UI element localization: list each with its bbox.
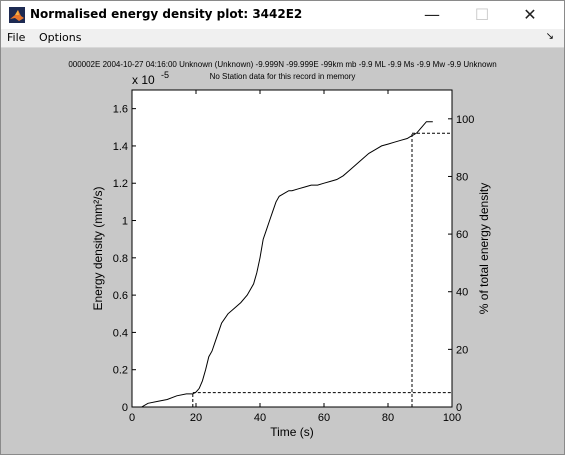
energy-density-chart: 0 20 40 60 80 100 0 0.2 0.4 0.6 0.8 1 1.2 1.4 1.6 0 20… [91,70,491,439]
y-axis-label: Energy density (mm²/s) [91,186,105,310]
y-tick-label: 0 [122,402,128,414]
menu-bar: File Options ↘ [1,29,564,48]
event-info-line: 000002E 2004-10-27 04:16:00 Unknown (Unk… [68,60,497,69]
y-right-tick-label: 80 [456,171,468,183]
y-tick-label: 1 [122,216,128,228]
x-tick-label: 40 [254,412,266,424]
y-exponent-label: x 10 [132,73,155,87]
x-tick-label: 60 [318,412,330,424]
y-exponent-power: -5 [161,70,169,80]
x-tick-label: 20 [190,412,202,424]
figure-window: Normalised energy density plot: 3442E2 —… [0,0,565,455]
close-button[interactable]: ✕ [523,5,537,24]
title-bar[interactable]: Normalised energy density plot: 3442E2 —… [1,1,564,29]
window-title: Normalised energy density plot: 3442E2 [30,7,303,21]
x-tick-label: 80 [382,412,394,424]
y-tick-label: 0.2 [113,365,128,377]
x-axis-label: Time (s) [270,425,314,439]
x-tick-label: 0 [129,412,135,424]
y-axis-right-label: % of total energy density [477,183,491,314]
y-right-tick-label: 60 [456,229,468,241]
y-right-tick-label: 40 [456,287,468,299]
y-tick-label: 0.8 [113,253,128,265]
figure-area: 000002E 2004-10-27 04:16:00 Unknown (Unk… [1,48,564,454]
y-tick-label: 1.6 [113,104,128,116]
station-info-line: No Station data for this record in memor… [209,72,356,81]
y-tick-label: 0.6 [113,290,128,302]
energy-series-line [132,121,433,408]
menu-options[interactable]: Options [39,31,82,44]
x-tick-label: 100 [443,412,461,424]
y-right-tick-label: 100 [456,114,474,126]
dock-arrow-icon[interactable]: ↘ [545,31,554,42]
y-right-tick-label: 20 [456,344,468,356]
y-tick-label: 0.4 [113,327,128,339]
menu-file[interactable]: File [7,31,26,44]
plot-area [131,89,453,408]
minimize-button[interactable]: — [424,5,440,24]
y-tick-label: 1.4 [113,141,128,153]
y-tick-label: 1.2 [113,178,128,190]
maximize-button[interactable]: ☐ [474,5,490,24]
y-right-tick-label: 0 [456,402,462,414]
matlab-logo-icon [9,7,25,23]
